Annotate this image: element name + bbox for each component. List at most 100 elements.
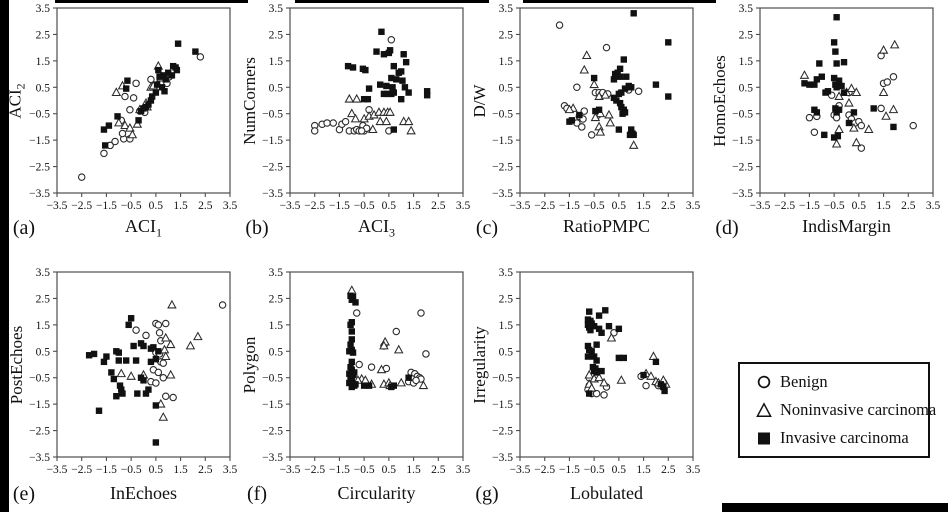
data-point [881, 111, 891, 120]
data-point [159, 359, 168, 367]
data-point [877, 104, 885, 113]
data-point [811, 81, 818, 88]
svg-text:−3.5: −3.5 [280, 200, 301, 212]
data-point [857, 144, 866, 152]
data-point [595, 325, 603, 333]
xlabel-e: InEchoes [110, 483, 177, 503]
data-point [134, 390, 141, 397]
data-point [161, 392, 170, 400]
axis-ticks [53, 7, 231, 197]
data-point [174, 40, 182, 47]
svg-text:1.5: 1.5 [406, 464, 421, 476]
data-point [576, 111, 583, 119]
data-point [406, 125, 416, 135]
data-point [824, 88, 832, 95]
data-point [165, 69, 172, 76]
data-point [799, 70, 810, 79]
svg-text:−3.5: −3.5 [492, 452, 513, 464]
svg-text:−3.5: −3.5 [280, 464, 301, 476]
data-point [396, 377, 407, 387]
panel-letter-e: (e) [12, 483, 36, 505]
data-point [160, 332, 171, 342]
svg-text:−1.5: −1.5 [799, 200, 820, 212]
svg-text:−0.5: −0.5 [29, 109, 50, 121]
data-point [132, 357, 140, 364]
svg-text:−3.5: −3.5 [732, 188, 753, 200]
data-point [832, 48, 839, 55]
data-point [878, 44, 889, 54]
data-point [348, 328, 355, 335]
data-point [423, 92, 431, 99]
svg-text:−0.5: −0.5 [121, 200, 142, 212]
data-point [399, 77, 406, 84]
data-point [405, 374, 412, 381]
axis-tick-labels: −3.5−3.5−2.5−2.5−1.5−1.5−0.5−0.50.50.51.… [29, 4, 237, 212]
svg-text:3.5: 3.5 [686, 200, 701, 212]
data-point [380, 90, 388, 98]
data-point [161, 319, 170, 328]
data-point [587, 131, 596, 139]
data-point [801, 80, 808, 87]
svg-text:2.5: 2.5 [198, 200, 213, 212]
data-point [377, 81, 384, 88]
axis-ticks [286, 7, 464, 197]
svg-text:−2.5: −2.5 [534, 200, 555, 212]
svg-text:−0.5: −0.5 [121, 464, 142, 476]
data-point [172, 64, 179, 71]
data-point [378, 28, 385, 35]
series-triangle [564, 50, 639, 149]
data-point [851, 137, 862, 147]
data-point [417, 309, 425, 317]
data-point [850, 109, 858, 116]
svg-text:−2.5: −2.5 [262, 426, 283, 438]
ylabel-b: NumCorners [240, 56, 259, 145]
data-point [598, 329, 605, 336]
data-point [630, 10, 637, 17]
data-point [660, 383, 667, 391]
data-point [586, 390, 593, 397]
data-point [100, 358, 108, 366]
data-point [160, 72, 167, 79]
data-point [588, 348, 595, 355]
data-point [360, 95, 368, 103]
svg-text:−1.5: −1.5 [559, 200, 580, 212]
data-point [150, 344, 157, 351]
data-point [100, 126, 108, 133]
data-point [385, 107, 395, 116]
svg-text:2.5: 2.5 [198, 464, 213, 476]
data-point [132, 326, 140, 334]
data-point [833, 84, 840, 91]
legend-label-benign: Benign [780, 372, 828, 391]
series-square [584, 307, 668, 397]
data-point [566, 118, 573, 125]
svg-text:0.5: 0.5 [269, 82, 284, 94]
svg-text:3.5: 3.5 [456, 200, 471, 212]
svg-text:1.5: 1.5 [499, 320, 514, 332]
data-point [840, 89, 848, 96]
data-point [595, 106, 603, 113]
svg-text:1.5: 1.5 [406, 200, 421, 212]
svg-text:2.5: 2.5 [901, 200, 916, 212]
ylabel-c: D/W [470, 83, 489, 118]
data-point [113, 393, 120, 400]
data-point [349, 349, 357, 356]
svg-text:−0.5: −0.5 [824, 200, 845, 212]
svg-text:−0.5: −0.5 [29, 373, 50, 385]
data-point [846, 83, 857, 93]
data-point [352, 381, 359, 388]
axis-tick-labels: −3.5−3.5−2.5−2.5−1.5−1.5−0.5−0.50.50.51.… [492, 4, 700, 212]
data-point [628, 140, 639, 149]
svg-text:−3.5: −3.5 [262, 452, 283, 464]
data-point [390, 126, 397, 133]
left-edge-bar [0, 0, 9, 512]
data-point [830, 74, 838, 82]
data-point [595, 312, 603, 319]
data-point [640, 371, 647, 379]
data-point [125, 321, 132, 329]
data-point [816, 60, 823, 67]
data-point [849, 122, 859, 132]
data-point [130, 342, 137, 350]
data-point [584, 353, 592, 360]
svg-text:3.5: 3.5 [36, 268, 51, 279]
data-point [127, 129, 138, 139]
